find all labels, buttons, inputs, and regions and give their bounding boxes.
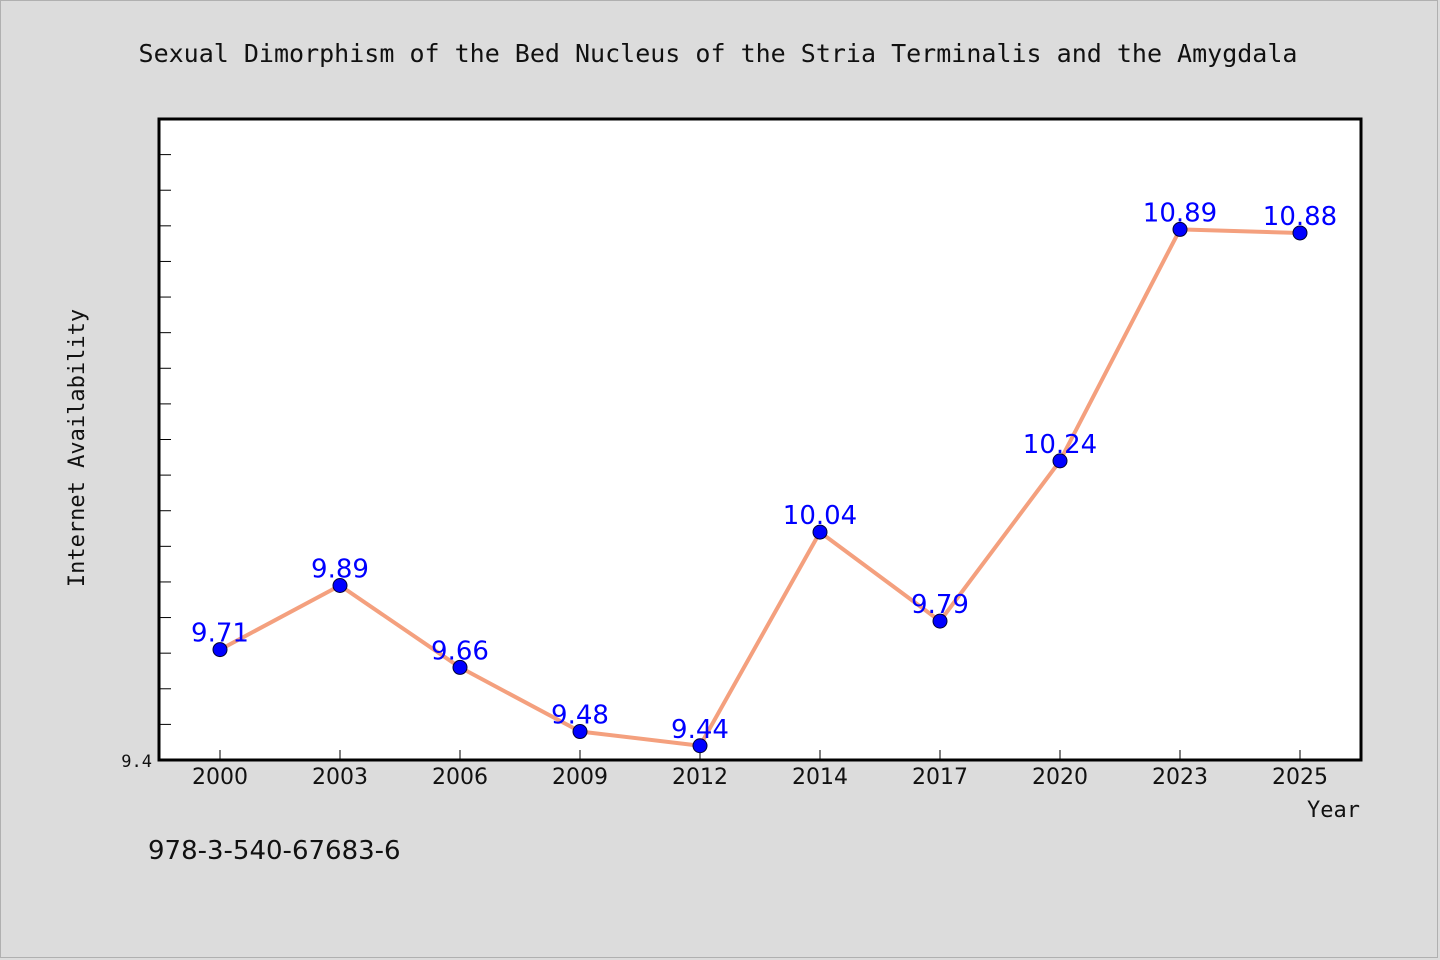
x-tick-label: 2012 (672, 765, 728, 790)
data-label: 9.44 (671, 715, 729, 745)
x-axis-tick-labels: 2000 2003 2006 2009 2012 2014 2017 2020 2023 2025 (192, 765, 1328, 790)
data-point (812, 524, 828, 540)
chart-title: Sexual Dimorphism of the Bed Nucleus of … (139, 39, 1298, 68)
data-point (1292, 225, 1308, 241)
data-label: 10.89 (1143, 198, 1217, 228)
data-label: 9.79 (911, 590, 969, 620)
series-line (218, 227, 1302, 748)
series-line-group (218, 227, 1302, 748)
x-tick-label: 2006 (432, 765, 488, 790)
x-tick-label: 2009 (552, 765, 608, 790)
data-point (692, 738, 708, 754)
x-tick-label: 2020 (1032, 765, 1088, 790)
data-label: 10.04 (783, 501, 857, 531)
data-label: 9.48 (551, 701, 609, 731)
x-axis-ticks (219, 750, 1301, 760)
y-axis-ticks (159, 154, 171, 725)
x-axis-label: Year (1307, 798, 1360, 823)
x-tick-label: 2000 (192, 765, 248, 790)
x-tick-label: 2017 (912, 765, 968, 790)
data-labels: 9.71 9.89 9.66 9.48 9.44 10.04 9.79 10.24 10.89 1… (191, 198, 1337, 744)
y-axis-label: Internet Availability (65, 309, 90, 587)
data-label: 9.89 (311, 555, 369, 585)
data-point (932, 613, 948, 629)
plot-area (157, 117, 1363, 762)
x-tick-label: 2014 (792, 765, 848, 790)
data-point (1052, 453, 1068, 469)
isbn-code: 978-3-540-67683-6 (148, 836, 401, 866)
data-point (572, 724, 588, 740)
data-points (212, 221, 1308, 754)
data-label: 9.66 (431, 636, 489, 666)
data-point (452, 659, 468, 675)
data-point (332, 578, 348, 594)
y-tick-label: 9.4 (121, 752, 152, 772)
data-point (212, 642, 228, 658)
x-tick-label: 2003 (312, 765, 368, 790)
x-tick-label: 2023 (1152, 765, 1208, 790)
data-point (1172, 221, 1188, 237)
data-label: 10.88 (1263, 202, 1337, 232)
data-label: 10.24 (1023, 430, 1097, 460)
x-tick-label: 2025 (1272, 765, 1328, 790)
data-label: 9.71 (191, 619, 249, 649)
